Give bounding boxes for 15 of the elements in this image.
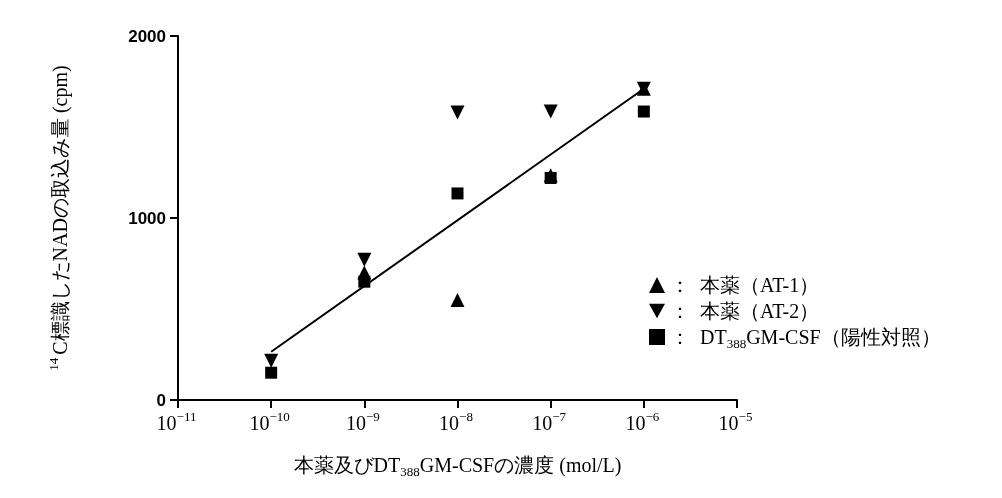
point: [451, 187, 464, 200]
point: [357, 252, 372, 267]
point: [450, 292, 465, 307]
point: [357, 265, 372, 280]
y-tick-label: 1000: [128, 208, 166, 228]
legend-label: ： 本薬（AT-1）: [670, 274, 820, 296]
point: [543, 104, 558, 119]
y-axis-title: 14C標識したNADの取込み量 (cpm): [46, 65, 72, 371]
point: [450, 105, 465, 120]
y-tick-label: 0: [156, 390, 166, 410]
legend-label: ： 本薬（AT-2）: [670, 300, 820, 322]
point: [264, 353, 279, 368]
point: [637, 105, 650, 118]
point: [265, 366, 278, 379]
y-tick-label: 2000: [128, 26, 166, 46]
